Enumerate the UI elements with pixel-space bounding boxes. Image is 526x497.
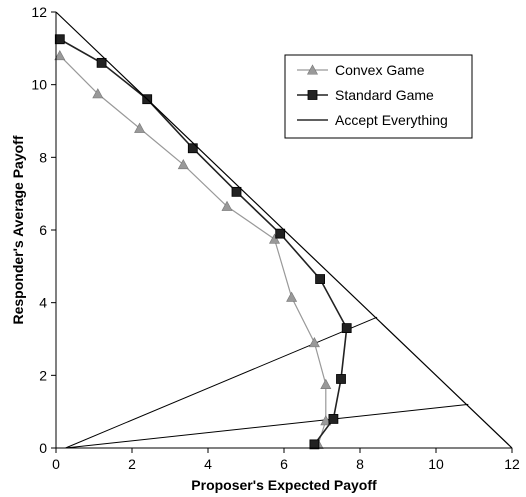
reference-lines [65,316,469,449]
legend-swatch-marker [306,64,319,75]
series-line [55,11,513,449]
data-point [54,49,66,61]
data-point [320,415,332,426]
data-point [177,158,189,170]
x-tick-label: 2 [128,456,136,472]
series-layer [54,11,513,450]
series-0 [54,49,332,449]
series-2 [55,11,513,449]
y-axis-title: Responder's Average Payoff [10,135,26,324]
y-tick-label: 0 [39,440,47,456]
data-point [275,228,286,239]
data-point [187,143,198,154]
data-point [341,323,352,334]
data-point [315,274,326,284]
y-tick-label: 6 [39,222,47,238]
x-tick-label: 6 [280,456,288,472]
x-tick-label: 10 [428,456,444,472]
data-point [134,122,146,133]
x-tick-label: 4 [204,456,212,472]
data-point [92,88,104,99]
x-tick-label: 8 [356,456,364,472]
data-point [328,414,339,424]
data-point [309,439,320,450]
data-point [96,57,107,68]
data-point [336,374,346,384]
tick-labels: 0 2 4 6 8 10 12 0 2 4 6 8 10 12 [31,4,520,472]
data-point [320,378,332,389]
x-axis-title: Proposer's Expected Payoff [191,477,377,493]
y-tick-label: 8 [39,149,47,165]
data-point [308,337,320,348]
data-point [221,200,233,211]
legend-label: Standard Game [335,87,434,103]
axes [51,11,513,453]
series-1 [54,34,352,450]
y-tick-label: 12 [31,4,47,20]
y-tick-label: 2 [39,367,47,383]
legend-label: Accept Everything [335,112,448,128]
x-tick-label: 12 [504,456,520,472]
y-tick-label: 10 [31,77,47,93]
legend-label: Convex Game [335,62,425,78]
reference-line-1 [65,316,378,449]
data-point [54,34,65,45]
data-point [286,291,298,302]
data-point [231,186,242,197]
legend-swatch-marker [307,90,318,100]
data-point [268,233,281,244]
y-tick-label: 4 [39,295,47,311]
legend-items: Convex Game Standard Game Accept Everythin… [297,62,448,128]
legend: Convex Game Standard Game Accept Everythin… [284,54,473,139]
x-tick-label: 0 [52,456,60,472]
reference-line-2 [65,403,469,449]
